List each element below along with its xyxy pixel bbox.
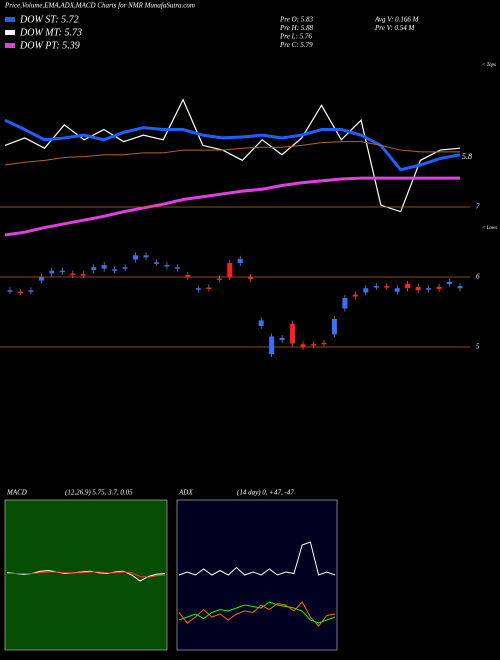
title: Price,Volume,EMA,ADX,MACD Charts for NMR… xyxy=(4,2,195,10)
candle-body xyxy=(143,255,149,258)
candle-body xyxy=(415,286,421,291)
candle-body xyxy=(373,286,379,288)
info: Pre V: 0.54 M xyxy=(374,24,415,32)
candle-body xyxy=(248,277,254,280)
info: Pre L: 5.76 xyxy=(279,33,312,41)
pane-params: (14 day) 0, +47, -47 xyxy=(237,489,294,497)
tops-label: < Tops xyxy=(482,63,496,68)
candle-body xyxy=(300,344,306,347)
candle-body xyxy=(133,255,139,260)
candle-body xyxy=(384,286,390,288)
candle-body xyxy=(237,258,243,263)
candle-body xyxy=(7,290,13,292)
candle-body xyxy=(363,288,369,293)
y-tick-label: 6 xyxy=(476,273,480,281)
candle-body xyxy=(279,337,285,340)
candle-body xyxy=(28,290,34,292)
candle-body xyxy=(290,323,296,344)
candle-body xyxy=(436,286,442,289)
pane-title: ADX xyxy=(178,489,193,497)
ema-line xyxy=(4,98,461,213)
candle-body xyxy=(405,284,411,289)
candle-body xyxy=(101,265,107,269)
candle-body xyxy=(321,342,327,345)
legend-entry: DOW PT: 5.39 xyxy=(19,40,80,51)
candle-body xyxy=(426,288,432,290)
pane-params: (12,26,9) 5.75, 3.7, 0.05 xyxy=(65,489,133,497)
candle-body xyxy=(342,298,348,309)
ema-line xyxy=(4,176,460,237)
legend-swatch xyxy=(5,30,15,35)
candle-body xyxy=(38,277,44,281)
candle-body xyxy=(91,267,97,270)
candle-body xyxy=(122,267,128,269)
legend-swatch xyxy=(5,43,15,48)
minus-di-line xyxy=(178,601,336,627)
candle-body xyxy=(112,269,118,271)
candle-body xyxy=(447,281,453,284)
ema-line xyxy=(4,118,461,172)
candle-body xyxy=(457,286,463,289)
info: Pre O: 5.83 xyxy=(279,16,313,24)
signal-line xyxy=(7,571,166,578)
plus-di-line xyxy=(178,601,336,624)
legend-entry: DOW MT: 5.73 xyxy=(19,27,82,38)
adx-line xyxy=(178,541,336,576)
candle-body xyxy=(59,270,65,273)
info: Avg V: 0.166 M xyxy=(374,16,420,24)
candle-body xyxy=(310,344,316,346)
end-label: 5.8 xyxy=(462,152,472,161)
lows-label: < Lows xyxy=(482,226,497,231)
candle-body xyxy=(269,336,275,354)
pane-bg xyxy=(176,499,338,651)
y-tick-label: 5 xyxy=(476,343,480,351)
pane-title: MACD xyxy=(6,489,27,497)
candle-body xyxy=(185,274,191,277)
info: Pre C: 5.79 xyxy=(279,41,313,49)
candle-body xyxy=(258,320,264,326)
candle-body xyxy=(17,291,23,294)
candle-body xyxy=(49,270,55,274)
y-tick-label: 7 xyxy=(476,203,480,211)
candle-body xyxy=(216,278,222,280)
legend-swatch xyxy=(5,17,15,22)
legend-entry: DOW ST: 5.72 xyxy=(19,14,79,25)
candle-body xyxy=(80,274,86,276)
candle-body xyxy=(331,319,337,335)
candle-body xyxy=(394,288,400,292)
info: Pre H: 5.88 xyxy=(279,24,313,32)
candle-body xyxy=(70,273,76,275)
candle-body xyxy=(227,263,233,277)
candle-body xyxy=(195,288,201,290)
ema-line xyxy=(4,141,460,166)
candle-body xyxy=(206,287,212,289)
candle-body xyxy=(352,294,358,297)
candle-body xyxy=(164,265,170,267)
candle-body xyxy=(154,262,160,264)
candle-body xyxy=(174,267,180,269)
pane-bg xyxy=(4,499,168,651)
